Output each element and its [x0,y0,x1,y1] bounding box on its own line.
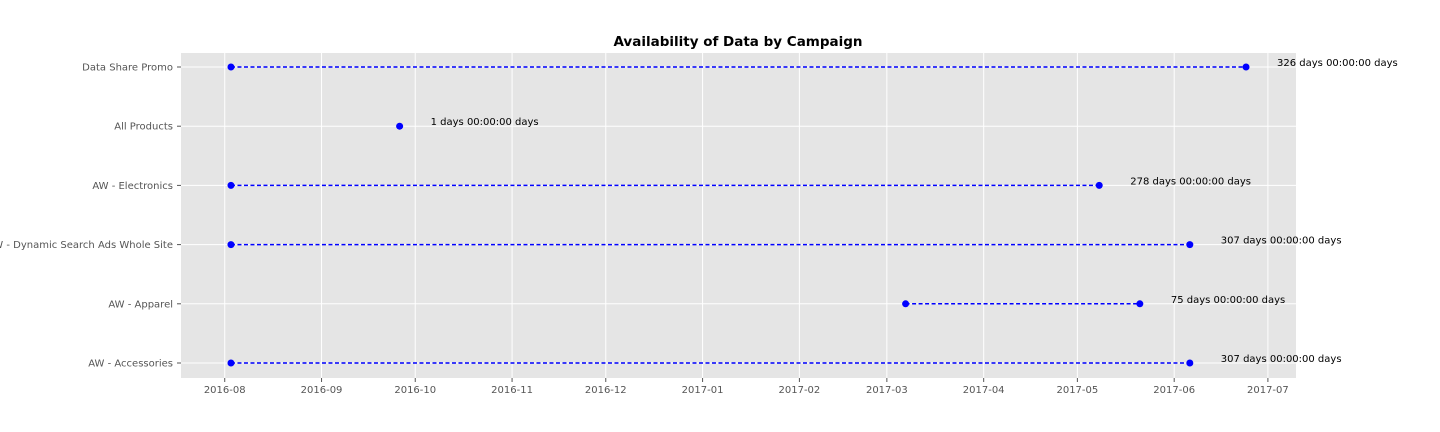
x-tick-label: 2017-05 [1056,385,1098,396]
x-tick-label: 2017-06 [1153,385,1195,396]
x-tick-label: 2017-01 [682,385,724,396]
y-tick-label: Data Share Promo [82,63,173,74]
y-tick-label: All Products [114,122,173,133]
x-tick-label: 2016-11 [491,385,533,396]
x-tick-label: 2017-02 [779,385,821,396]
start-point [227,241,235,249]
data-series: 326 days 00:00:00 days 1 days 00:00:00 da… [227,58,1398,367]
end-point [1242,63,1250,71]
start-point [227,359,235,367]
start-point [227,181,235,189]
y-tick-label: AW - Accessories [88,359,173,370]
x-tick-label: 2017-04 [963,385,1005,396]
plot-area [181,53,1296,378]
x-tick-label: 2017-07 [1247,385,1289,396]
end-point [1186,359,1194,367]
end-point [1095,181,1103,189]
duration-label: 307 days 00:00:00 days [1221,236,1342,247]
start-point [396,122,404,130]
y-tick-label: AW - Electronics [92,181,173,192]
duration-label: 278 days 00:00:00 days [1130,176,1251,187]
x-tick-label: 2016-08 [204,385,246,396]
chart-title: Availability of Data by Campaign [613,34,862,50]
end-point [1186,241,1194,249]
y-tick-label: AW - Apparel [108,299,173,310]
x-tick-label: 2016-09 [301,385,343,396]
end-point [1136,300,1144,308]
y-tick-label: AW - Dynamic Search Ads Whole Site [0,240,173,251]
start-point [227,63,235,71]
duration-label: 75 days 00:00:00 days [1171,295,1285,306]
duration-label: 326 days 00:00:00 days [1277,58,1398,69]
x-tick-label: 2016-10 [394,385,436,396]
x-tick-label: 2016-12 [585,385,627,396]
axis-labels: 2016-08 2016-09 2016-10 2016-11 2016-12 2017-… [0,63,1289,397]
duration-label: 1 days 00:00:00 days [431,117,539,128]
x-tick-label: 2017-03 [866,385,908,396]
duration-label: 307 days 00:00:00 days [1221,354,1342,365]
start-point [902,300,910,308]
